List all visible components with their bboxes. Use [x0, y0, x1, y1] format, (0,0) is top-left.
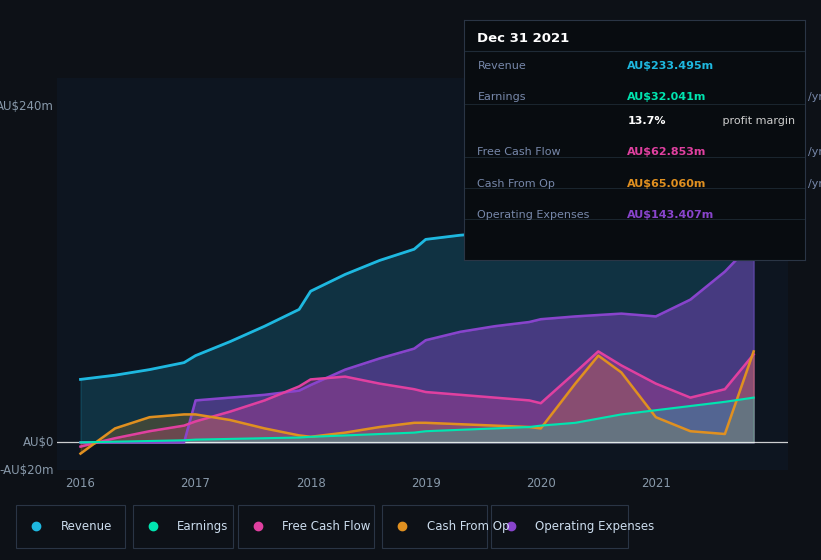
Text: Dec 31 2021: Dec 31 2021 — [478, 31, 570, 45]
Text: Earnings: Earnings — [478, 92, 526, 102]
Text: Operating Expenses: Operating Expenses — [478, 210, 589, 220]
Text: Earnings: Earnings — [177, 520, 228, 533]
Text: AU$32.041m: AU$32.041m — [627, 92, 707, 102]
Text: AU$233.495m: AU$233.495m — [627, 60, 714, 71]
Text: /yr: /yr — [808, 92, 821, 102]
Text: AU$240m: AU$240m — [0, 100, 54, 113]
Text: AU$143.407m: AU$143.407m — [627, 210, 714, 220]
Text: 13.7%: 13.7% — [627, 116, 666, 126]
Text: profit margin: profit margin — [719, 116, 796, 126]
Text: Revenue: Revenue — [478, 60, 526, 71]
Text: AU$65.060m: AU$65.060m — [627, 179, 707, 189]
Text: Free Cash Flow: Free Cash Flow — [282, 520, 370, 533]
Text: /yr: /yr — [808, 179, 821, 189]
Text: Operating Expenses: Operating Expenses — [535, 520, 654, 533]
Text: -AU$20m: -AU$20m — [0, 464, 54, 477]
Text: Free Cash Flow: Free Cash Flow — [478, 147, 561, 157]
Text: Cash From Op: Cash From Op — [427, 520, 509, 533]
Text: /yr: /yr — [808, 147, 821, 157]
Text: AU$62.853m: AU$62.853m — [627, 147, 707, 157]
Text: Revenue: Revenue — [61, 520, 112, 533]
Text: Cash From Op: Cash From Op — [478, 179, 555, 189]
Text: AU$0: AU$0 — [22, 436, 54, 449]
